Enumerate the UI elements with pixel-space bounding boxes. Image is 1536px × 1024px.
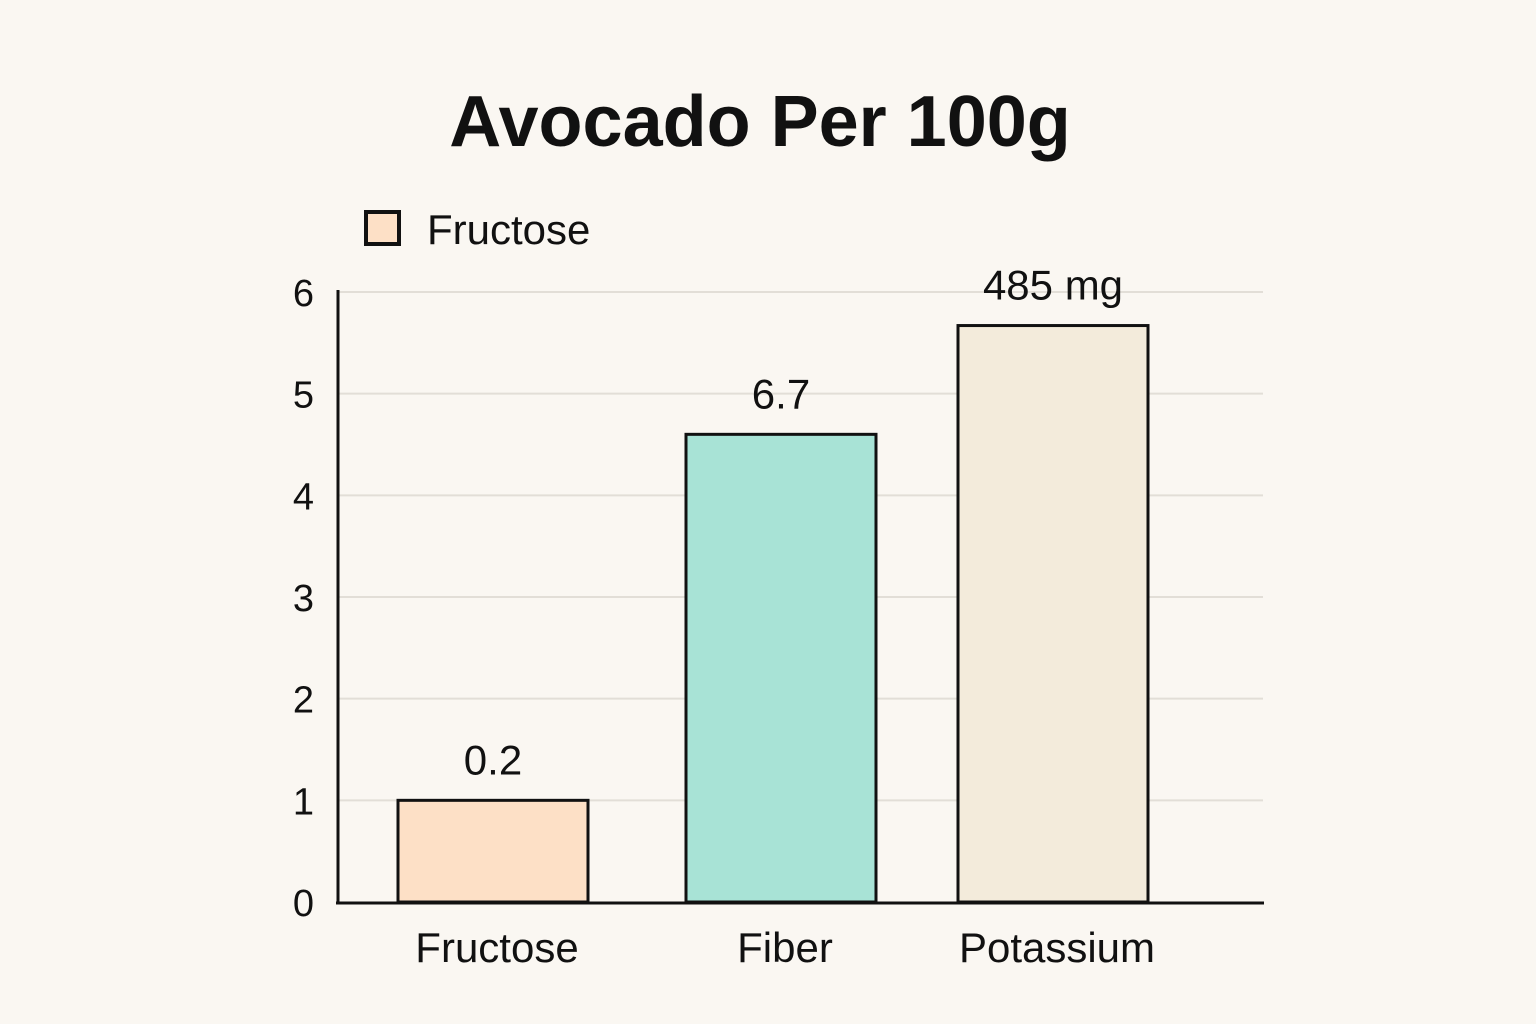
bars: 0.2 Fructose 6.7 Fiber 485 mg Potassium <box>396 262 1155 971</box>
y-tick-label: 2 <box>293 680 314 722</box>
legend: Fructose <box>364 206 590 253</box>
x-tick-label-fiber: Fiber <box>737 924 833 971</box>
y-tick-label: 5 <box>293 375 314 417</box>
data-label-potassium: 485 mg <box>983 262 1123 309</box>
bar-potassium <box>956 324 1150 904</box>
y-axis-ticks: 0 1 2 3 4 5 6 <box>293 273 314 925</box>
y-tick-label: 4 <box>293 476 314 518</box>
chart-title: Avocado Per 100g <box>449 82 1071 162</box>
x-tick-label-potassium: Potassium <box>959 924 1155 971</box>
legend-label-fructose: Fructose <box>427 206 590 253</box>
y-tick-label: 1 <box>293 781 314 823</box>
y-tick-label: 3 <box>293 578 314 620</box>
data-label-fiber: 6.7 <box>752 370 810 417</box>
y-tick-label: 0 <box>293 883 314 925</box>
legend-swatch-fructose <box>364 210 401 246</box>
x-tick-label-fructose: Fructose <box>415 924 578 971</box>
bar-fiber <box>684 432 878 904</box>
bar-fructose <box>396 798 590 904</box>
y-tick-label: 6 <box>293 273 314 315</box>
data-label-fructose: 0.2 <box>464 736 522 783</box>
